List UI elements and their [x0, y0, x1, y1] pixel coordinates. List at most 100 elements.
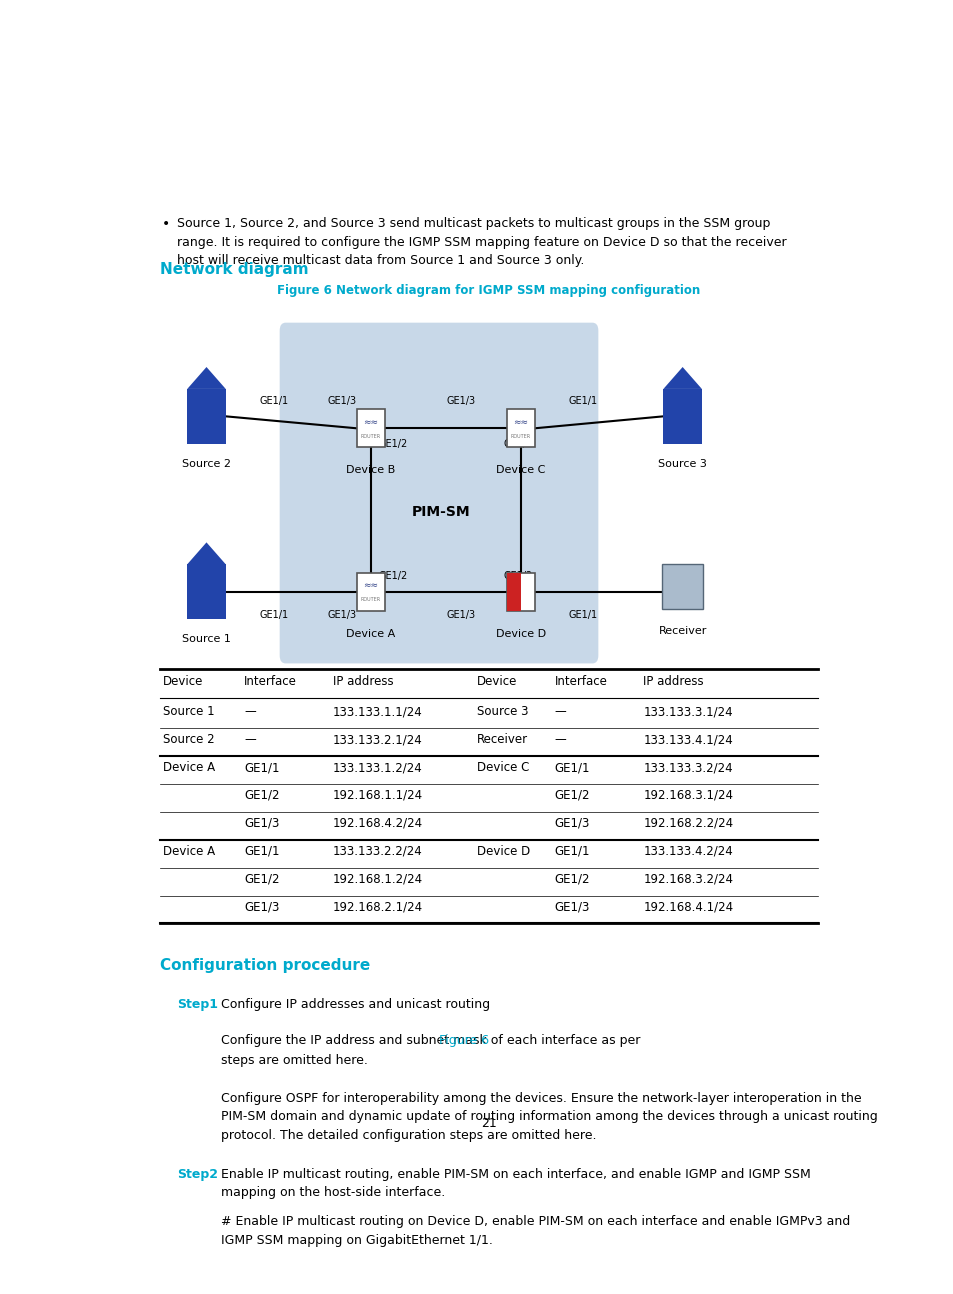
Text: GE1/3: GE1/3	[446, 609, 475, 620]
Text: Source 3: Source 3	[476, 705, 528, 718]
Text: Device B: Device B	[346, 465, 395, 475]
Text: GE1/2: GE1/2	[554, 872, 590, 885]
Text: GE1/2: GE1/2	[503, 571, 533, 581]
Text: 133.133.4.1/24: 133.133.4.1/24	[642, 734, 733, 747]
Text: Source 2: Source 2	[163, 734, 214, 747]
Text: 192.168.2.1/24: 192.168.2.1/24	[333, 901, 422, 914]
Bar	[662, 389, 701, 444]
Text: 192.168.1.2/24: 192.168.1.2/24	[333, 872, 422, 885]
Text: Interface: Interface	[244, 675, 296, 688]
Text: Device A: Device A	[163, 761, 214, 774]
Bar	[506, 573, 520, 611]
Polygon shape	[187, 542, 226, 564]
Text: 192.168.3.2/24: 192.168.3.2/24	[642, 872, 733, 885]
Text: Receiver: Receiver	[658, 626, 706, 637]
FancyBboxPatch shape	[279, 322, 598, 664]
Text: Figure 6 Network diagram for IGMP SSM mapping configuration: Figure 6 Network diagram for IGMP SSM ma…	[277, 283, 700, 296]
Polygon shape	[662, 367, 701, 389]
Text: # Enable IP multicast routing on Device D, enable PIM-SM on each interface and e: # Enable IP multicast routing on Device …	[221, 1215, 850, 1247]
Text: IP address: IP address	[333, 675, 394, 688]
Text: GE1/2: GE1/2	[503, 439, 533, 449]
Text: Source 1: Source 1	[163, 705, 214, 718]
Text: Device C: Device C	[496, 465, 545, 475]
Text: Configuration procedure: Configuration procedure	[160, 959, 370, 973]
Text: ROUTER: ROUTER	[360, 597, 380, 602]
Bar	[506, 573, 535, 611]
Text: 192.168.1.1/24: 192.168.1.1/24	[333, 789, 422, 802]
Text: Step1: Step1	[176, 998, 217, 1011]
Text: Source 3: Source 3	[658, 458, 706, 468]
Text: 21: 21	[480, 1117, 497, 1130]
Text: Network diagram: Network diagram	[160, 261, 308, 277]
Text: Device C: Device C	[476, 761, 529, 774]
Text: —: —	[554, 734, 566, 747]
Text: ≈≈: ≈≈	[363, 418, 377, 427]
Text: GE1/3: GE1/3	[244, 901, 279, 914]
Text: Device: Device	[476, 675, 517, 688]
Text: Configure the IP address and subnet mask of each interface as per: Configure the IP address and subnet mask…	[221, 1034, 644, 1047]
Text: steps are omitted here.: steps are omitted here.	[221, 1055, 368, 1068]
Text: —: —	[244, 734, 255, 747]
Text: GE1/1: GE1/1	[244, 761, 279, 774]
Text: Device: Device	[163, 675, 203, 688]
Text: PIM-SM: PIM-SM	[411, 505, 470, 519]
Bar	[506, 409, 535, 448]
Text: 192.168.2.2/24: 192.168.2.2/24	[642, 817, 733, 829]
Text: GE1/1: GE1/1	[568, 609, 598, 620]
Text: Configure OSPF for interoperability among the devices. Ensure the network-layer : Configure OSPF for interoperability amon…	[221, 1092, 877, 1141]
Text: GE1/2: GE1/2	[244, 789, 279, 802]
Text: Source 1, Source 2, and Source 3 send multicast packets to multicast groups in t: Source 1, Source 2, and Source 3 send mu…	[176, 217, 785, 267]
Text: GE1/2: GE1/2	[377, 571, 407, 581]
Text: ROUTER: ROUTER	[360, 433, 380, 439]
Bar	[187, 564, 226, 619]
Text: Device A: Device A	[163, 845, 214, 858]
Text: ≈≈: ≈≈	[513, 418, 528, 427]
Text: 133.133.2.1/24: 133.133.2.1/24	[333, 734, 422, 747]
Text: GE1/3: GE1/3	[328, 396, 356, 406]
Text: 133.133.3.1/24: 133.133.3.1/24	[642, 705, 732, 718]
Text: 192.168.3.1/24: 192.168.3.1/24	[642, 789, 733, 802]
Bar	[356, 573, 384, 611]
Bar	[356, 409, 384, 448]
Text: —: —	[554, 705, 566, 718]
Text: Source 2: Source 2	[182, 458, 231, 468]
Bar	[187, 389, 226, 444]
Text: Interface: Interface	[554, 675, 607, 688]
Text: GE1/3: GE1/3	[554, 817, 590, 829]
Text: GE1/2: GE1/2	[377, 439, 407, 449]
Text: •: •	[162, 217, 171, 232]
Text: 192.168.4.2/24: 192.168.4.2/24	[333, 817, 422, 829]
Text: ≈≈: ≈≈	[363, 581, 377, 590]
Text: GE1/1: GE1/1	[554, 845, 590, 858]
Text: 133.133.1.1/24: 133.133.1.1/24	[333, 705, 422, 718]
Text: Device D: Device D	[496, 629, 545, 638]
Text: GE1/1: GE1/1	[259, 609, 289, 620]
Text: GE1/1: GE1/1	[554, 761, 590, 774]
Text: GE1/3: GE1/3	[328, 609, 356, 620]
Text: GE1/3: GE1/3	[446, 396, 475, 406]
Text: GE1/1: GE1/1	[568, 396, 598, 406]
Text: Source 1: Source 1	[182, 634, 231, 644]
Text: —: —	[244, 705, 255, 718]
Text: GE1/3: GE1/3	[554, 901, 590, 914]
Text: GE1/1: GE1/1	[259, 396, 289, 406]
Text: GE1/2: GE1/2	[554, 789, 590, 802]
Text: Receiver: Receiver	[476, 734, 528, 747]
Text: Step2: Step2	[176, 1167, 217, 1180]
Text: Enable IP multicast routing, enable PIM-SM on each interface, and enable IGMP an: Enable IP multicast routing, enable PIM-…	[221, 1167, 810, 1200]
Text: 133.133.3.2/24: 133.133.3.2/24	[642, 761, 732, 774]
Text: 133.133.2.2/24: 133.133.2.2/24	[333, 845, 422, 858]
Text: GE1/1: GE1/1	[244, 845, 279, 858]
Text: GE1/2: GE1/2	[244, 872, 279, 885]
Text: ROUTER: ROUTER	[510, 433, 530, 439]
Text: 133.133.4.2/24: 133.133.4.2/24	[642, 845, 733, 858]
Text: 192.168.4.1/24: 192.168.4.1/24	[642, 901, 733, 914]
Polygon shape	[187, 367, 226, 389]
Text: GE1/3: GE1/3	[244, 817, 279, 829]
Text: Device D: Device D	[476, 845, 530, 858]
Text: IP address: IP address	[642, 675, 703, 688]
Text: Device A: Device A	[346, 629, 395, 638]
Text: Figure 6: Figure 6	[438, 1034, 489, 1047]
Bar	[661, 564, 702, 609]
Text: 133.133.1.2/24: 133.133.1.2/24	[333, 761, 422, 774]
